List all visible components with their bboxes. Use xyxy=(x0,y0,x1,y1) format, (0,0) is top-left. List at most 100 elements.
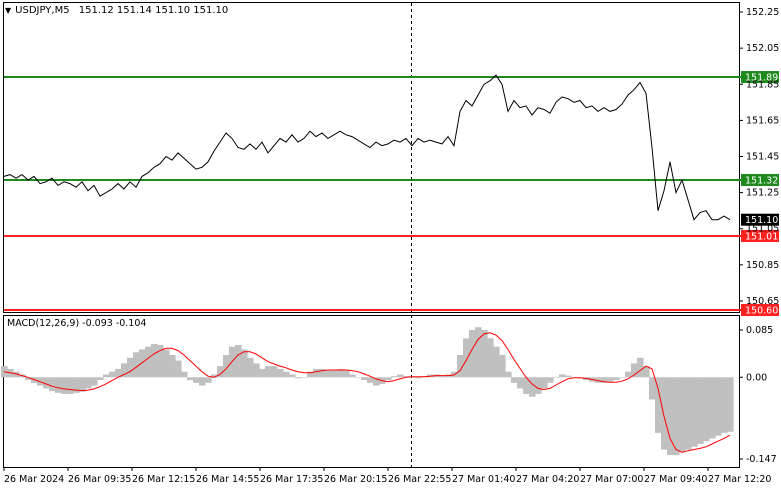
macd-histogram-bar xyxy=(175,360,182,378)
macd-histogram-bar xyxy=(163,349,170,378)
time-tick-label: 27 Mar 04:20 xyxy=(516,474,579,485)
level-price-label: 150.60 xyxy=(745,306,778,317)
macd-histogram-bar xyxy=(361,377,368,381)
macd-histogram-bar xyxy=(691,377,698,447)
macd-histogram-bar xyxy=(619,377,626,378)
macd-histogram-bar xyxy=(727,377,734,432)
macd-histogram-bar xyxy=(367,377,374,383)
macd-histogram-bar xyxy=(595,377,602,383)
macd-histogram-bar xyxy=(487,338,494,378)
time-tick-label: 27 Mar 12:20 xyxy=(708,474,771,485)
macd-histogram-bar xyxy=(343,370,350,378)
time-tick-label: 26 Mar 22:55 xyxy=(388,474,451,485)
macd-histogram-bar xyxy=(85,377,92,389)
price-tick-label: 152.05 xyxy=(746,43,779,54)
macd-histogram-bar xyxy=(91,377,98,386)
macd-histogram-bar xyxy=(283,371,290,378)
macd-histogram-bar xyxy=(139,349,146,378)
macd-histogram-bar xyxy=(673,377,680,456)
time-tick-label: 27 Mar 07:00 xyxy=(580,474,643,485)
macd-histogram-bar xyxy=(277,368,284,378)
macd-histogram-bar xyxy=(193,377,200,383)
time-tick-label: 26 Mar 12:15 xyxy=(132,474,195,485)
macd-histogram-bar xyxy=(169,355,176,378)
macd-histogram-bar xyxy=(151,343,158,378)
time-tick-label: 27 Mar 01:40 xyxy=(452,474,515,485)
macd-histogram-bar xyxy=(223,355,230,378)
time-tick-label: 26 Mar 09:35 xyxy=(68,474,131,485)
macd-histogram-bar xyxy=(247,357,254,378)
macd-histogram-bar xyxy=(463,338,470,378)
macd-histogram-bar xyxy=(541,377,548,389)
macd-histogram-bar xyxy=(499,355,506,378)
macd-histogram-bar xyxy=(259,368,266,378)
macd-histogram-bar xyxy=(109,371,116,378)
macd-histogram-bar xyxy=(493,346,500,378)
macd-histogram-bar xyxy=(559,374,566,378)
macd-histogram-bar xyxy=(649,377,656,400)
macd-histogram-bar xyxy=(721,377,728,433)
level-price-label: 151.32 xyxy=(745,175,778,186)
macd-histogram-bar xyxy=(403,376,410,378)
level-price-label: 151.89 xyxy=(745,73,778,84)
main-pane-frame xyxy=(3,2,740,313)
macd-histogram-bar xyxy=(55,377,62,393)
macd-histogram-bar xyxy=(391,376,398,378)
macd-histogram-bar xyxy=(667,377,674,456)
macd-histogram-bar xyxy=(397,374,404,378)
macd-histogram-bar xyxy=(715,377,722,436)
macd-histogram-bar xyxy=(655,377,662,433)
macd-histogram-bar xyxy=(235,345,242,378)
symbol-label: USDJPY,M5 xyxy=(15,5,70,16)
macd-pane-frame xyxy=(3,315,740,468)
macd-histogram-bar xyxy=(97,377,104,381)
macd-histogram-bar xyxy=(313,368,320,378)
macd-tick-label: -0.147 xyxy=(746,454,777,465)
level-price-tag xyxy=(741,304,779,316)
macd-indicator-label: MACD(12,26,9) -0.093 -0.104 xyxy=(7,318,147,329)
macd-histogram-bar xyxy=(265,366,272,378)
macd-histogram-bar xyxy=(475,327,482,378)
macd-histogram-bar xyxy=(61,377,68,394)
price-tick-label: 151.65 xyxy=(746,115,779,126)
macd-histogram-bar xyxy=(199,377,206,386)
macd-histogram-bar xyxy=(211,374,218,378)
macd-histogram-bar xyxy=(631,363,638,378)
price-series-line[interactable] xyxy=(3,74,731,221)
macd-histogram-bar xyxy=(535,377,542,394)
dropdown-triangle-icon[interactable]: ▼ xyxy=(5,6,12,15)
macd-histogram-bar xyxy=(553,377,560,378)
macd-histogram-bar xyxy=(703,377,710,442)
macd-histogram-bar xyxy=(565,375,572,378)
macd-histogram-bar xyxy=(73,377,80,393)
macd-histogram-bar xyxy=(625,371,632,378)
macd-histogram-bar xyxy=(355,377,362,378)
macd-histogram-bar xyxy=(205,377,212,383)
symbol-header: ▼ USDJPY,M5 151.12 151.14 151.10 151.10 xyxy=(5,5,228,16)
price-tick-label: 151.85 xyxy=(746,79,779,90)
current-price-label: 151.10 xyxy=(745,215,778,226)
macd-histogram-bar xyxy=(181,371,188,378)
macd-histogram-bar xyxy=(601,377,608,383)
time-tick-label: 27 Mar 09:40 xyxy=(644,474,707,485)
macd-histogram-bar xyxy=(49,377,56,392)
macd-histogram-bar xyxy=(511,377,518,383)
macd-histogram-bar xyxy=(325,370,332,378)
macd-histogram-bar xyxy=(439,376,446,378)
macd-histogram-bar xyxy=(547,377,554,383)
macd-histogram-bar xyxy=(637,357,644,378)
macd-tick-label: 0.00 xyxy=(746,372,767,383)
macd-histogram-bar xyxy=(253,363,260,378)
macd-histogram-bar xyxy=(127,357,134,378)
macd-histogram-bar xyxy=(529,377,536,397)
price-tick-label: 151.25 xyxy=(746,188,779,199)
macd-tick-label: 0.085 xyxy=(746,325,773,336)
macd-histogram-bar xyxy=(505,371,512,378)
macd-histogram-bar xyxy=(523,377,530,394)
macd-histogram-bar xyxy=(685,377,692,450)
current-price-tag xyxy=(741,213,779,226)
macd-histogram-bar xyxy=(319,368,326,378)
macd-histogram-bar xyxy=(469,330,476,378)
